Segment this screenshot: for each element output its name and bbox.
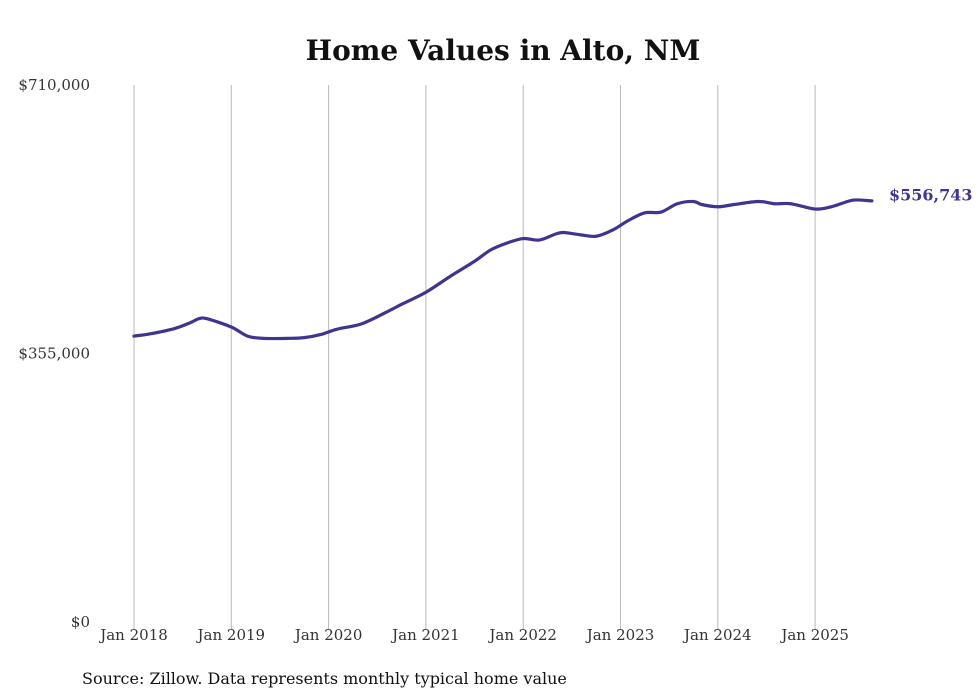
- series-line: [132, 198, 874, 341]
- x-tick-label: Jan 2018: [98, 626, 168, 644]
- x-tick-label: Jan 2023: [585, 626, 655, 644]
- y-tick-label: $355,000: [18, 345, 90, 363]
- y-tick-label: $710,000: [18, 76, 90, 94]
- gridlines: [133, 85, 816, 630]
- last-value-label: $556,743: [889, 185, 973, 204]
- x-tick-label: Jan 2021: [390, 626, 460, 644]
- series-layer: $556,743: [132, 185, 973, 341]
- x-tick-label: Jan 2025: [779, 626, 849, 644]
- chart-title: Home Values in Alto, NM: [306, 34, 701, 67]
- x-tick-label: Jan 2020: [293, 626, 363, 644]
- x-axis-ticks: Jan 2018 Jan 2019 Jan 2020 Jan 2021 Jan 2022…: [98, 626, 849, 644]
- y-tick-label: $0: [71, 613, 90, 631]
- y-axis-ticks: $0 $355,000 $710,000: [18, 76, 90, 631]
- source-note: Source: Zillow. Data represents monthly …: [82, 669, 567, 688]
- x-tick-label: Jan 2019: [196, 626, 266, 644]
- x-tick-label: Jan 2024: [682, 626, 752, 644]
- x-tick-label: Jan 2022: [487, 626, 557, 644]
